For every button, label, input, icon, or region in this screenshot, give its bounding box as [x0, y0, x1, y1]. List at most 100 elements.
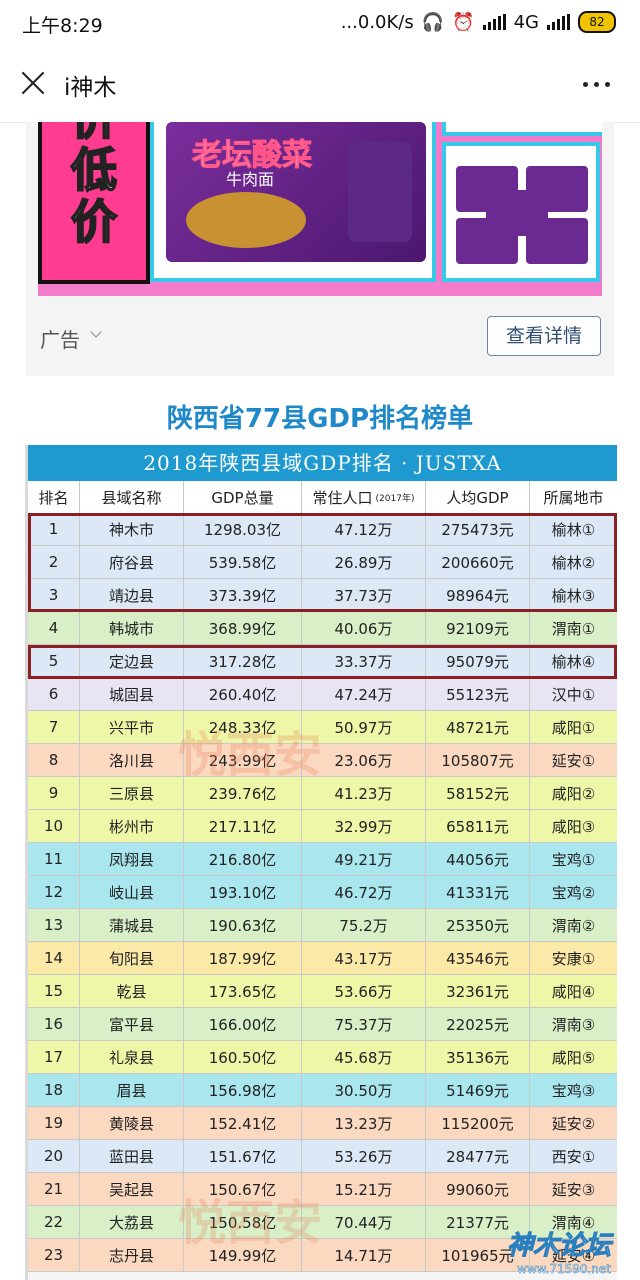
- ad-label[interactable]: 广告: [40, 328, 80, 352]
- cell-gdp: 248.33亿: [184, 711, 302, 743]
- cell-population: 41.23万: [302, 777, 426, 809]
- cell-per-capita: 32361元: [426, 975, 530, 1007]
- cell-population: 14.71万: [302, 1239, 426, 1271]
- cell-gdp: 151.67亿: [184, 1140, 302, 1172]
- cell-rank: 22: [28, 1206, 80, 1238]
- status-bar: 上午8:29 ...0.0K/s 🎧 ⏰ 4G 82: [0, 0, 640, 46]
- cell-gdp: 239.76亿: [184, 777, 302, 809]
- table-row: 1 神木市 1298.03亿 47.12万 275473元 榆林①: [28, 513, 617, 546]
- table-row: 17 礼泉县 160.50亿 45.68万 35136元 咸阳⑤: [28, 1041, 617, 1074]
- cell-per-capita: 95079元: [426, 645, 530, 677]
- cell-rank: 8: [28, 744, 80, 776]
- cell-population: 45.68万: [302, 1041, 426, 1073]
- table-row: 22 大荔县 150.58亿 70.44万 21377元 渭南④: [28, 1206, 617, 1239]
- cell-name: 岐山县: [80, 876, 184, 908]
- cell-population: 47.12万: [302, 513, 426, 545]
- cell-per-capita: 65811元: [426, 810, 530, 842]
- article-heading: 陕西省77县GDP排名榜单: [166, 404, 474, 434]
- cell-city: 宝鸡②: [551, 883, 596, 902]
- cell-city: 汉中①: [551, 685, 596, 704]
- ad-promo-char: 价: [42, 122, 146, 145]
- cell-population: 32.99万: [302, 810, 426, 842]
- cell-city: 渭南③: [551, 1015, 596, 1034]
- cell-name: 眉县: [80, 1074, 184, 1106]
- network-speed: ...0.0K/s: [340, 11, 414, 33]
- cell-population: 49.21万: [302, 843, 426, 875]
- cell-per-capita: 55123元: [426, 678, 530, 710]
- cell-name: 礼泉县: [80, 1041, 184, 1073]
- cell-population: 75.2万: [302, 909, 426, 941]
- cell-rank: 1: [28, 513, 80, 545]
- cell-rank: 6: [28, 678, 80, 710]
- cell-gdp: 373.39亿: [184, 579, 302, 611]
- cell-per-capita: 25350元: [426, 909, 530, 941]
- table-title: 2018年陕西县域GDP排名 · JUSTXA: [28, 445, 617, 481]
- ad-promo-char: 低: [70, 143, 118, 197]
- cell-city: 榆林②: [551, 553, 596, 572]
- cell-name: 大荔县: [80, 1206, 184, 1238]
- ad-product-name: 老坛酸菜: [192, 138, 313, 174]
- cell-name: 三原县: [80, 777, 184, 809]
- cell-gdp: 260.40亿: [184, 678, 302, 710]
- cell-per-capita: 101965元: [426, 1239, 530, 1271]
- table-row: 10 彬州市 217.11亿 32.99万 65811元 咸阳③: [28, 810, 617, 843]
- cell-name: 洛川县: [80, 744, 184, 776]
- cell-per-capita: 22025元: [426, 1008, 530, 1040]
- cell-city: 延安②: [551, 1114, 596, 1133]
- cell-city: 咸阳⑤: [551, 1048, 596, 1067]
- status-time: 上午8:29: [22, 15, 103, 37]
- cell-gdp: 149.99亿: [184, 1239, 302, 1271]
- ad-promo-char: 价: [70, 195, 118, 249]
- ad-promo-text: 价 低 价: [38, 122, 150, 284]
- header-per-capita: 人均GDP: [426, 481, 530, 513]
- gdp-table-image: 2018年陕西县域GDP排名 · JUSTXA 排名 县域名称 GDP总量 常住…: [25, 445, 617, 1280]
- cell-rank: 5: [28, 645, 80, 677]
- cell-gdp: 317.28亿: [184, 645, 302, 677]
- cell-per-capita: 92109元: [426, 612, 530, 644]
- cell-name: 城固县: [80, 678, 184, 710]
- cell-rank: 16: [28, 1008, 80, 1040]
- cell-gdp: 156.98亿: [184, 1074, 302, 1106]
- cell-gdp: 216.80亿: [184, 843, 302, 875]
- noodle-bag: 老坛酸菜 牛肉面: [166, 122, 426, 262]
- cell-city: 安康①: [551, 949, 596, 968]
- cell-per-capita: 51469元: [426, 1074, 530, 1106]
- ad-footer: 广告 查看详情: [26, 296, 614, 376]
- cell-name: 神木市: [80, 513, 184, 545]
- more-icon[interactable]: [583, 82, 610, 87]
- cell-per-capita: 43546元: [426, 942, 530, 974]
- ad-product-sub: 牛肉面: [226, 170, 275, 189]
- close-icon[interactable]: [18, 68, 48, 98]
- cell-per-capita: 58152元: [426, 777, 530, 809]
- cell-population: 33.37万: [302, 645, 426, 677]
- cell-per-capita: 98964元: [426, 579, 530, 611]
- forum-url: www.71590.net: [517, 1262, 611, 1277]
- forum-name: 神木论坛: [506, 1231, 611, 1262]
- ad-image[interactable]: 价 低 价 老坛酸菜 牛肉面: [38, 122, 602, 296]
- cell-city: 渭南②: [551, 916, 596, 935]
- cell-population: 53.66万: [302, 975, 426, 1007]
- cell-city: 宝鸡①: [551, 850, 596, 869]
- chevron-down-icon[interactable]: [90, 326, 102, 338]
- table-row: 11 凤翔县 216.80亿 49.21万 44056元 宝鸡①: [28, 843, 617, 876]
- watermark: 悦西安: [178, 1195, 323, 1251]
- cell-rank: 15: [28, 975, 80, 1007]
- cell-rank: 10: [28, 810, 80, 842]
- forum-watermark: 神木论坛 www.71590.net: [506, 1225, 611, 1277]
- cell-population: 46.72万: [302, 876, 426, 908]
- cell-per-capita: 21377元: [426, 1206, 530, 1238]
- table-row: 13 蒲城县 190.63亿 75.2万 25350元 渭南②: [28, 909, 617, 942]
- cell-population: 43.17万: [302, 942, 426, 974]
- cell-population: 23.06万: [302, 744, 426, 776]
- table-row: 12 岐山县 193.10亿 46.72万 41331元 宝鸡②: [28, 876, 617, 909]
- nav-title: i神木: [64, 75, 117, 101]
- cell-gdp: 368.99亿: [184, 612, 302, 644]
- cell-name: 彬州市: [80, 810, 184, 842]
- noodle-bowl-icon: [186, 192, 306, 248]
- cell-gdp: 173.65亿: [184, 975, 302, 1007]
- view-details-button[interactable]: 查看详情: [487, 316, 601, 356]
- cell-per-capita: 105807元: [426, 744, 530, 776]
- table-row: 23 志丹县 149.99亿 14.71万 101965元 延安④: [28, 1239, 617, 1272]
- ad-card[interactable]: 价 低 价 老坛酸菜 牛肉面 广告 查看详情: [26, 122, 614, 376]
- table-row: 19 黄陵县 152.41亿 13.23万 115200元 延安②: [28, 1107, 617, 1140]
